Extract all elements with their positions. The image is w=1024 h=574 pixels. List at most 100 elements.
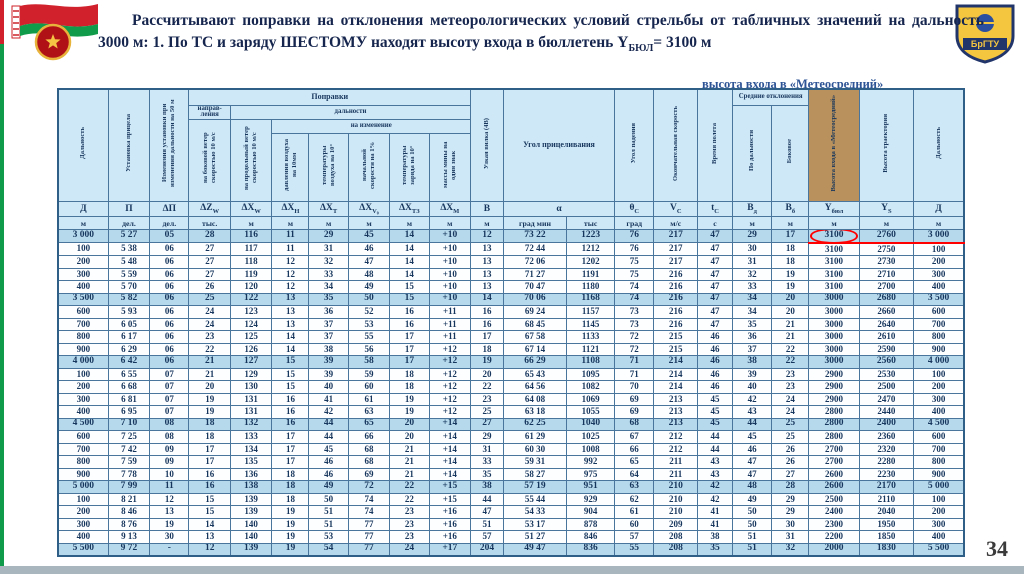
cell: 17 — [271, 430, 310, 444]
cell: 6 05 — [107, 317, 151, 332]
cell: 77 — [347, 542, 391, 557]
page-number: 34 — [986, 536, 1008, 561]
cell: 06 — [149, 317, 190, 332]
cell: 300 — [913, 392, 965, 407]
symbol-cell: Д — [913, 201, 965, 218]
cell: 26 — [188, 280, 231, 294]
cell: 70 47 — [502, 280, 568, 294]
cell: 2640 — [858, 317, 915, 332]
cell: 3000 — [808, 355, 860, 369]
cell: 31 — [771, 530, 810, 544]
cell: 06 — [149, 267, 190, 282]
cell: 06 — [149, 342, 190, 357]
cell: 58 — [347, 355, 391, 369]
table-row: 200 6 68 07 20 130 15 40 60 18 +12 22 64 56 1082 70 21… — [57, 380, 965, 394]
cell: 49 — [308, 480, 349, 494]
cell: +10 — [428, 280, 472, 294]
cell: 51 — [731, 542, 773, 557]
cell: 5 000 — [913, 480, 965, 494]
cell: 1850 — [858, 530, 915, 544]
cell: 4 000 — [913, 355, 965, 369]
cell: 1121 — [566, 342, 616, 357]
cell: 64 — [614, 467, 655, 482]
cell: 41 — [308, 392, 349, 407]
symbol-cell: ΔП — [149, 201, 190, 218]
cell: 67 58 — [502, 330, 568, 344]
cell: +14 — [428, 430, 472, 444]
unit-cell: м/с — [653, 216, 699, 231]
group-direction: направ-ления — [188, 104, 231, 121]
group-corrections: Поправки — [188, 88, 472, 106]
cell: 2900 — [808, 380, 860, 394]
cell: 71 — [614, 367, 655, 382]
cell: 1145 — [566, 317, 616, 332]
cell: 25 — [188, 292, 231, 307]
unit-cell: град — [614, 216, 655, 231]
unit-cell: м — [858, 216, 915, 231]
cell: 35 — [470, 467, 504, 482]
col-header-dev-range: По дальности — [731, 104, 773, 203]
cell: 1157 — [566, 305, 616, 319]
cell: 900 — [913, 342, 965, 357]
cell: 9 72 — [107, 542, 151, 557]
cell: 2230 — [858, 467, 915, 482]
unit-cell: м — [808, 216, 860, 231]
cell: +10 — [428, 242, 472, 257]
cell: 18 — [271, 480, 310, 494]
cell: 3000 — [808, 292, 860, 307]
cell: 55 44 — [502, 492, 568, 507]
cell: 200 — [57, 380, 109, 394]
cell: 59 31 — [502, 455, 568, 469]
cell: 45 — [697, 392, 733, 407]
cell: 75 — [614, 255, 655, 269]
cell: 55 — [347, 330, 391, 344]
cell: 27 — [188, 267, 231, 282]
cell: 59 — [347, 367, 391, 382]
cell: 18 — [389, 380, 430, 394]
cell: 46 — [697, 367, 733, 382]
cell: 64 08 — [502, 392, 568, 407]
cell: +12 — [428, 367, 472, 382]
cell: 63 — [614, 480, 655, 494]
header-group-row-3: на боковой ветер скоростью 10 м/с на про… — [58, 119, 964, 203]
cell: 41 — [697, 505, 733, 519]
symbol-cell: ΔXV₀ — [347, 201, 391, 218]
cell: 4 500 — [57, 417, 109, 432]
cell: 36 — [308, 305, 349, 319]
cell: 900 — [913, 467, 965, 482]
cell: 216 — [653, 317, 699, 332]
cell: 1082 — [566, 380, 616, 394]
cell: 2470 — [858, 392, 915, 407]
cell: 800 — [57, 455, 109, 469]
header-group-row-2: направ-ления дальности По дальности Боко… — [58, 104, 964, 203]
cell: 140 — [229, 530, 273, 544]
col-header-fall-angle: Угол падения — [614, 88, 655, 203]
cell: 2200 — [808, 530, 860, 544]
symbol-cell: ΔXТЗ — [389, 201, 430, 218]
cell: 13 — [271, 292, 310, 307]
cell: 46 — [308, 455, 349, 469]
cell: +12 — [428, 342, 472, 357]
cell: 23 — [389, 530, 430, 544]
cell: 200 — [913, 505, 965, 519]
cell: 28 — [188, 229, 231, 244]
cell: 49 — [347, 280, 391, 294]
cell: 1055 — [566, 405, 616, 419]
table-row: 100 8 21 12 15 139 18 50 74 22 +15 44 55 44 929 62 210… — [57, 492, 965, 507]
cell: 19 — [389, 392, 430, 407]
cell: 2600 — [808, 467, 860, 482]
cell: 20 — [188, 380, 231, 394]
cell: 216 — [653, 305, 699, 319]
cell: 900 — [57, 467, 109, 482]
cell: 22 — [389, 492, 430, 507]
cell: 209 — [653, 517, 699, 532]
cell: 23 — [771, 380, 810, 394]
cell: 3000 — [808, 317, 860, 332]
cell: 30 — [731, 242, 773, 257]
cell: 08 — [149, 430, 190, 444]
cell: 65 — [614, 455, 655, 469]
cell: +11 — [428, 330, 472, 344]
table-row: 100 5 38 06 27 117 11 31 46 14 +10 13 72 44 1212 76 21… — [57, 242, 965, 257]
unit-cell: м — [271, 216, 310, 231]
cell: 21 — [389, 442, 430, 457]
